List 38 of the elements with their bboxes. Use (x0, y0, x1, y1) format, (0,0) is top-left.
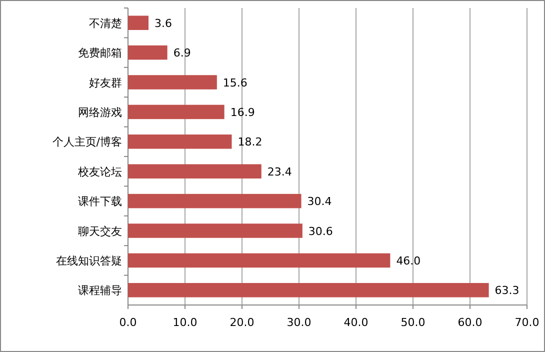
bar (128, 134, 232, 149)
bar (128, 194, 302, 208)
data-label: 63.3 (494, 284, 520, 298)
y-tick-label: 好友群 (89, 76, 122, 90)
y-tick-label: 网络游戏 (78, 106, 122, 119)
x-tick-label: 50.0 (400, 316, 426, 329)
bar (128, 224, 302, 238)
data-label: 30.6 (308, 224, 333, 238)
data-label: 23.4 (267, 165, 292, 178)
x-tick-label: 0.0 (119, 316, 137, 329)
bar (128, 16, 149, 30)
y-tick-label: 不清楚 (89, 16, 122, 30)
y-tick-label: 课件下载 (78, 195, 122, 208)
bar (128, 75, 217, 90)
data-label: 16.9 (230, 106, 255, 119)
data-label: 18.2 (238, 136, 262, 149)
y-tick-label: 聊天交友 (78, 224, 122, 238)
y-tick-label: 课程辅导 (78, 284, 122, 298)
y-tick-label: 免费邮箱 (78, 46, 122, 60)
x-tick-label: 20.0 (230, 316, 254, 329)
data-label: 30.4 (307, 195, 332, 208)
y-tick-label: 在线知识答疑 (56, 254, 122, 268)
y-tick-label: 校友论坛 (77, 165, 122, 178)
data-label: 6.9 (173, 46, 191, 60)
bar (128, 45, 168, 60)
y-tick-label: 个人主页/博客 (52, 136, 122, 149)
x-tick-label: 30.0 (286, 316, 312, 329)
data-label: 3.6 (154, 16, 172, 30)
data-label: 46.0 (396, 254, 421, 268)
x-tick-label: 60.0 (458, 316, 482, 329)
bar (128, 253, 390, 268)
bar (128, 164, 262, 178)
x-tick-label: 70.0 (514, 316, 540, 329)
data-label: 15.6 (222, 76, 248, 90)
x-tick-label: 10.0 (172, 316, 198, 329)
bar (128, 283, 489, 298)
x-tick-label: 40.0 (344, 316, 368, 329)
bar (128, 104, 224, 120)
